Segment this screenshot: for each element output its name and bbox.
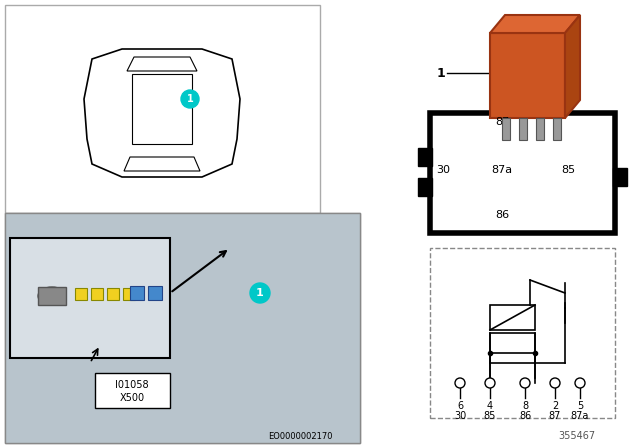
- Bar: [148, 286, 162, 300]
- Bar: [490, 333, 535, 353]
- Polygon shape: [127, 57, 197, 71]
- Circle shape: [575, 378, 585, 388]
- Text: 5: 5: [577, 401, 583, 411]
- Bar: [5, 5, 320, 213]
- Circle shape: [550, 378, 560, 388]
- Bar: [430, 248, 615, 418]
- Bar: [107, 288, 119, 300]
- Circle shape: [181, 90, 199, 108]
- Polygon shape: [565, 15, 580, 118]
- Polygon shape: [124, 157, 200, 171]
- Bar: [123, 288, 135, 300]
- Text: 85: 85: [561, 165, 575, 175]
- Text: 85: 85: [484, 411, 496, 421]
- Bar: [38, 287, 66, 305]
- Circle shape: [455, 378, 465, 388]
- Circle shape: [250, 283, 270, 303]
- Text: 30: 30: [454, 411, 466, 421]
- Bar: [75, 288, 87, 300]
- Text: 8: 8: [522, 401, 528, 411]
- Bar: [418, 178, 432, 196]
- Bar: [418, 148, 432, 166]
- Text: X500: X500: [120, 393, 145, 403]
- Bar: [553, 118, 561, 140]
- Bar: [130, 286, 144, 300]
- Text: 87: 87: [549, 411, 561, 421]
- Ellipse shape: [38, 287, 66, 305]
- Bar: [490, 305, 535, 330]
- Circle shape: [485, 378, 495, 388]
- Bar: [5, 213, 360, 443]
- Text: 1: 1: [436, 66, 445, 79]
- Text: 87: 87: [495, 117, 509, 127]
- Text: 2: 2: [552, 401, 558, 411]
- Text: EO0000002170: EO0000002170: [268, 431, 332, 440]
- Bar: [91, 288, 103, 300]
- Bar: [132, 74, 192, 144]
- Polygon shape: [84, 49, 240, 177]
- Text: 86: 86: [519, 411, 531, 421]
- Text: 1: 1: [187, 94, 193, 104]
- Text: 30: 30: [436, 165, 450, 175]
- Text: 1: 1: [256, 288, 264, 298]
- Polygon shape: [490, 15, 580, 33]
- Text: 355467: 355467: [558, 431, 595, 441]
- Text: 87a: 87a: [492, 165, 513, 175]
- Text: 6: 6: [457, 401, 463, 411]
- Bar: [5, 213, 360, 443]
- Text: I01058: I01058: [115, 380, 149, 390]
- Text: 87a: 87a: [571, 411, 589, 421]
- Bar: [502, 118, 510, 140]
- Bar: [613, 168, 627, 186]
- Circle shape: [520, 378, 530, 388]
- Bar: [10, 238, 170, 358]
- Bar: [536, 118, 544, 140]
- Text: 86: 86: [495, 210, 509, 220]
- Bar: [95, 373, 170, 408]
- Bar: [519, 118, 527, 140]
- Bar: [490, 33, 565, 118]
- Bar: [430, 113, 615, 233]
- Text: 4: 4: [487, 401, 493, 411]
